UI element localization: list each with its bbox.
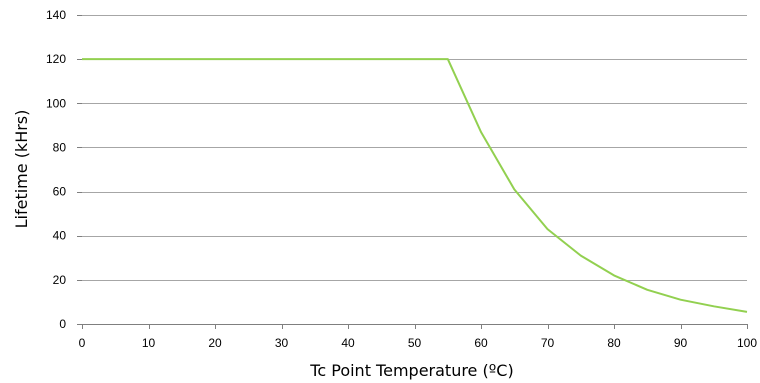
y-axis-title: Lifetime (kHrs) [12,110,31,229]
y-tick-label-60: 60 [53,185,67,199]
x-tick-label-0: 0 [79,336,86,350]
series-layer [82,58,748,313]
y-tick-label-0: 0 [59,317,66,331]
x-tick-label-40: 40 [341,336,355,350]
x-tick-label-20: 20 [208,336,222,350]
x-tick-label-50: 50 [408,336,422,350]
x-tick-labels: 0 10 20 30 40 50 60 70 80 90 100 [79,336,758,350]
y-tick-label-40: 40 [53,229,67,243]
x-axis-title: Tc Point Temperature (ºC) [309,361,513,380]
y-tick-label-80: 80 [53,140,67,154]
x-tick-label-60: 60 [474,336,488,350]
x-tick-label-100: 100 [737,336,757,350]
axis-layer [77,15,748,329]
series-line-0 [82,58,748,313]
x-tick-label-30: 30 [275,336,289,350]
y-tick-label-20: 20 [53,273,67,287]
x-tick-label-70: 70 [541,336,555,350]
x-tick-label-90: 90 [674,336,688,350]
grid-layer [82,15,747,281]
x-tick-label-10: 10 [142,336,156,350]
y-tick-label-140: 140 [46,8,66,22]
y-tick-label-100: 100 [46,96,66,110]
x-tick-label-80: 80 [607,336,621,350]
y-tick-labels: 0 20 40 60 80 100 120 140 [46,8,66,331]
y-tick-label-120: 120 [46,52,66,66]
